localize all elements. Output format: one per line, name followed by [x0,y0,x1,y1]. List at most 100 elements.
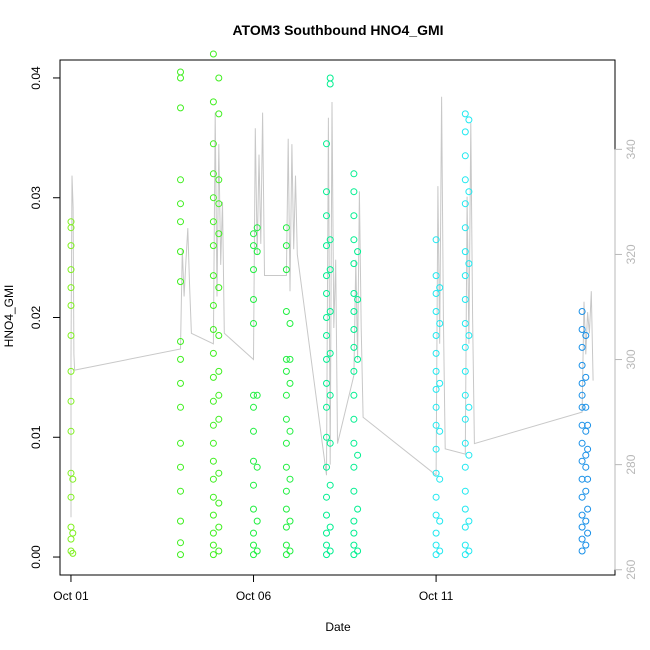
scatter-point [432,403,440,411]
scatter-point [177,338,184,345]
scatter-point [354,296,362,303]
scatter-point [209,98,217,106]
scatter-point [177,74,184,82]
scatter-point [282,463,290,471]
scatter-point [282,391,290,399]
scatter-point [209,511,217,519]
scatter-point [350,487,358,495]
scatter-point [215,200,223,208]
scatter-point [436,475,444,483]
y-tick-label: 0.03 [29,186,43,210]
scatter-point [350,439,358,447]
scatter-point [209,493,217,501]
scatter-point [578,523,586,531]
scatter-point [209,373,217,381]
scatter-point [326,266,334,274]
x-axis-label: Date [325,620,351,634]
scatter-point [350,188,358,196]
scatter-point [432,469,440,477]
scatter-point [350,326,358,333]
scatter-point [584,505,592,513]
scatter-point [350,463,358,471]
scatter-point [282,308,290,315]
scatter-point [461,152,469,160]
scatter-point [177,539,184,547]
scatter-point [326,236,334,244]
scatter-point [436,379,444,387]
scatter-point [461,367,469,375]
scatter-point [250,403,257,411]
scatter-point [461,523,469,531]
y2-axis: 260 280 300 320 340 [614,139,638,580]
scatter-point [250,551,257,559]
scatter-point [465,403,473,411]
scatter-point [250,505,257,513]
scatter-point [578,493,586,501]
scatter-point [584,475,592,483]
scatter-point [209,194,217,202]
x-tick-label: Oct 06 [236,589,272,603]
scatter-point [177,104,184,112]
scatter-point [461,487,469,495]
scatter-point [582,517,590,525]
scatter-point [465,332,473,339]
scatter-point [177,403,184,411]
scatter-point [350,367,358,375]
scatter-point [253,224,261,232]
chart-title: ATOM3 Southbound HNO4_GMI [232,22,443,38]
scatter-point [177,68,184,76]
scatter-point [215,391,223,399]
secondary-series-line [70,96,594,518]
scatter-point [282,415,290,423]
scatter-point [461,176,469,184]
scatter-point [286,355,294,363]
scatter-point [350,541,358,549]
scatter-point [354,355,362,363]
scatter-point [209,551,217,559]
scatter-point [323,379,330,387]
scatter-point [209,50,217,58]
scatter-point [436,320,444,327]
scatter-point [286,517,294,525]
scatter-point [323,332,330,339]
scatter-point [323,355,330,363]
scatter-point [67,523,75,531]
scatter-point [67,332,75,339]
scatter-point [323,541,330,549]
scatter-point [323,529,330,537]
scatter-point [209,170,217,178]
scatter-point [177,463,184,471]
scatter-point [350,517,358,525]
scatter-point [354,451,362,459]
scatter-point [209,475,217,483]
y-tick-label: 0.00 [29,545,43,569]
scatter-point [209,457,217,465]
scatter-point [69,529,77,537]
scatter-point [436,427,444,435]
scatter-point [354,248,362,256]
scatter-point [461,551,469,559]
scatter-point [282,355,290,363]
scatter-point [578,391,586,399]
scatter-point [461,343,469,351]
scatter-point [350,308,358,315]
scatter-point [432,290,440,297]
scatter-point [177,278,184,286]
scatter-point [250,296,257,303]
scatter-point [326,308,334,315]
plot-frame [59,59,616,576]
scatter-point [67,284,75,292]
scatter-point [582,427,590,435]
scatter-point [250,457,257,465]
scatter-point [432,551,440,559]
scatter-point [432,529,440,537]
scatter-point [282,541,290,549]
scatter-point [461,296,469,303]
scatter-point [465,188,473,196]
scatter-point [326,80,334,88]
scatter-point [69,549,77,557]
scatter-point [177,487,184,495]
scatter-point [584,445,592,453]
scatter-point [177,379,184,387]
scatter-point [578,511,586,519]
